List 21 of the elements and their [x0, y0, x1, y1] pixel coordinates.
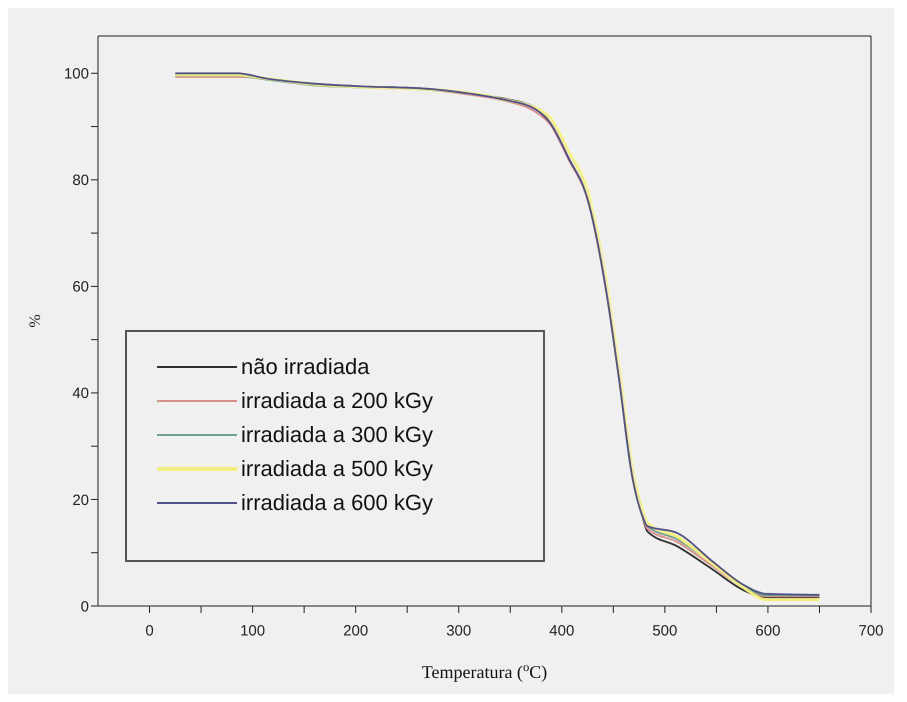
- x-tick-label: 300: [446, 622, 472, 640]
- legend-label: irradiada a 500 kGy: [241, 455, 433, 483]
- y-tick-label: 20: [72, 492, 89, 509]
- legend-label: não irradiada: [241, 353, 370, 381]
- x-tick-label: 700: [858, 622, 884, 640]
- y-tick-label: 60: [72, 278, 89, 296]
- y-tick-label: 100: [64, 66, 89, 83]
- legend-label: irradiada a 600 kGy: [241, 489, 433, 517]
- x-tick-label: 600: [755, 622, 780, 640]
- y-tick-label: 40: [72, 385, 89, 402]
- x-tick-label: 200: [343, 622, 368, 640]
- x-tick-label: 100: [240, 622, 266, 640]
- x-axis-title: Temperatura ($^{o}$C): [422, 660, 548, 682]
- y-tick-label: 80: [72, 172, 89, 190]
- x-tick-label: 400: [549, 622, 574, 640]
- y-axis-title: %: [27, 314, 44, 328]
- legend-label: irradiada a 200 kGy: [241, 387, 433, 415]
- x-tick-label: 0: [145, 622, 154, 640]
- x-tick-label: 500: [652, 622, 678, 640]
- legend-label: irradiada a 300 kGy: [241, 421, 433, 449]
- y-tick-label: 0: [80, 598, 89, 616]
